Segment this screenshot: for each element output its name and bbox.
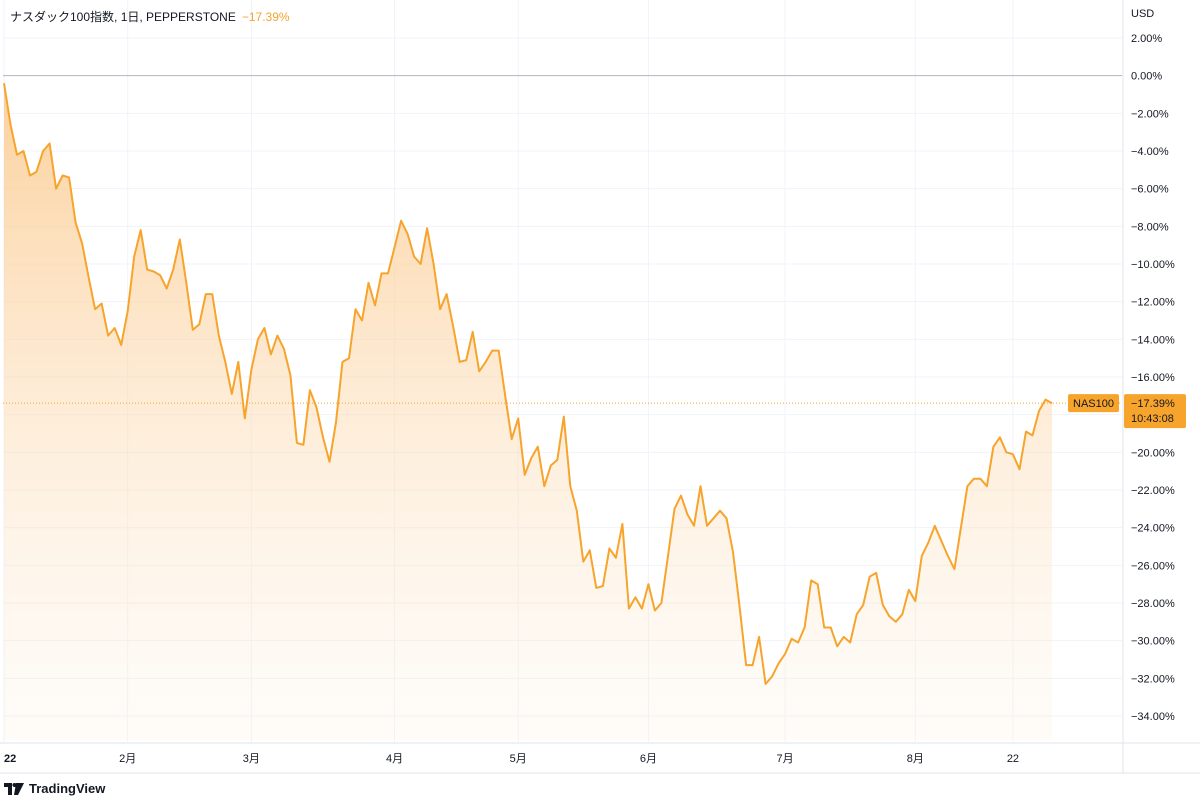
x-tick-label: 2月	[119, 753, 136, 765]
y-tick-label: −28.00%	[1131, 598, 1175, 610]
price-tag-countdown: 10:43:08	[1131, 413, 1174, 425]
y-tick-label: −32.00%	[1131, 673, 1175, 685]
x-tick-label: 8月	[907, 753, 924, 765]
y-tick-label: −20.00%	[1131, 447, 1175, 459]
y-tick-label: 2.00%	[1131, 33, 1162, 45]
y-tick-label: −34.00%	[1131, 711, 1175, 723]
x-tick-label: 4月	[386, 753, 403, 765]
y-tick-label: −10.00%	[1131, 259, 1175, 271]
chart-header: ナスダック100指数, 1日, PEPPERSTONE −17.39%	[10, 8, 290, 25]
x-tick-label: 3月	[243, 753, 260, 765]
x-tick-label: 7月	[777, 753, 794, 765]
y-tick-label: 0.00%	[1131, 71, 1162, 83]
y-tick-label: −26.00%	[1131, 560, 1175, 572]
y-tick-label: −8.00%	[1131, 221, 1169, 233]
y-tick-label: −16.00%	[1131, 372, 1175, 384]
y-tick-label: −14.00%	[1131, 334, 1175, 346]
y-tick-label: −12.00%	[1131, 297, 1175, 309]
x-tick-label: 5月	[510, 753, 527, 765]
plot-area[interactable]	[3, 75, 1122, 740]
currency-label: USD	[1131, 8, 1155, 20]
change-value: −17.39%	[241, 10, 290, 24]
y-tick-label: −30.00%	[1131, 636, 1175, 648]
brand-name: TradingView	[29, 781, 106, 796]
branding[interactable]: TradingView	[4, 781, 105, 796]
axes	[0, 0, 1200, 774]
price-tag	[1124, 394, 1186, 429]
y-tick-label: −24.00%	[1131, 523, 1175, 535]
y-tick-label: −4.00%	[1131, 146, 1169, 158]
area-fill	[4, 83, 1052, 740]
symbol-tag-label: NAS100	[1073, 398, 1114, 410]
x-tick-label: 6月	[640, 753, 657, 765]
y-tick-label: −6.00%	[1131, 184, 1169, 196]
y-tick-label: −2.00%	[1131, 108, 1169, 120]
price-tag-layer: NAS100 −17.39% 10:43:08	[1068, 394, 1186, 429]
y-tick-label: −22.00%	[1131, 485, 1175, 497]
tradingview-logo-icon	[4, 782, 24, 795]
x-tick-label: 22	[1007, 753, 1019, 765]
chart-title: ナスダック100指数, 1日, PEPPERSTONE	[10, 10, 236, 24]
price-tag-value: −17.39%	[1131, 398, 1175, 410]
symbol-tag	[1068, 394, 1119, 413]
x-tick-label: 22	[4, 753, 16, 765]
series-line[interactable]	[3, 83, 1053, 685]
